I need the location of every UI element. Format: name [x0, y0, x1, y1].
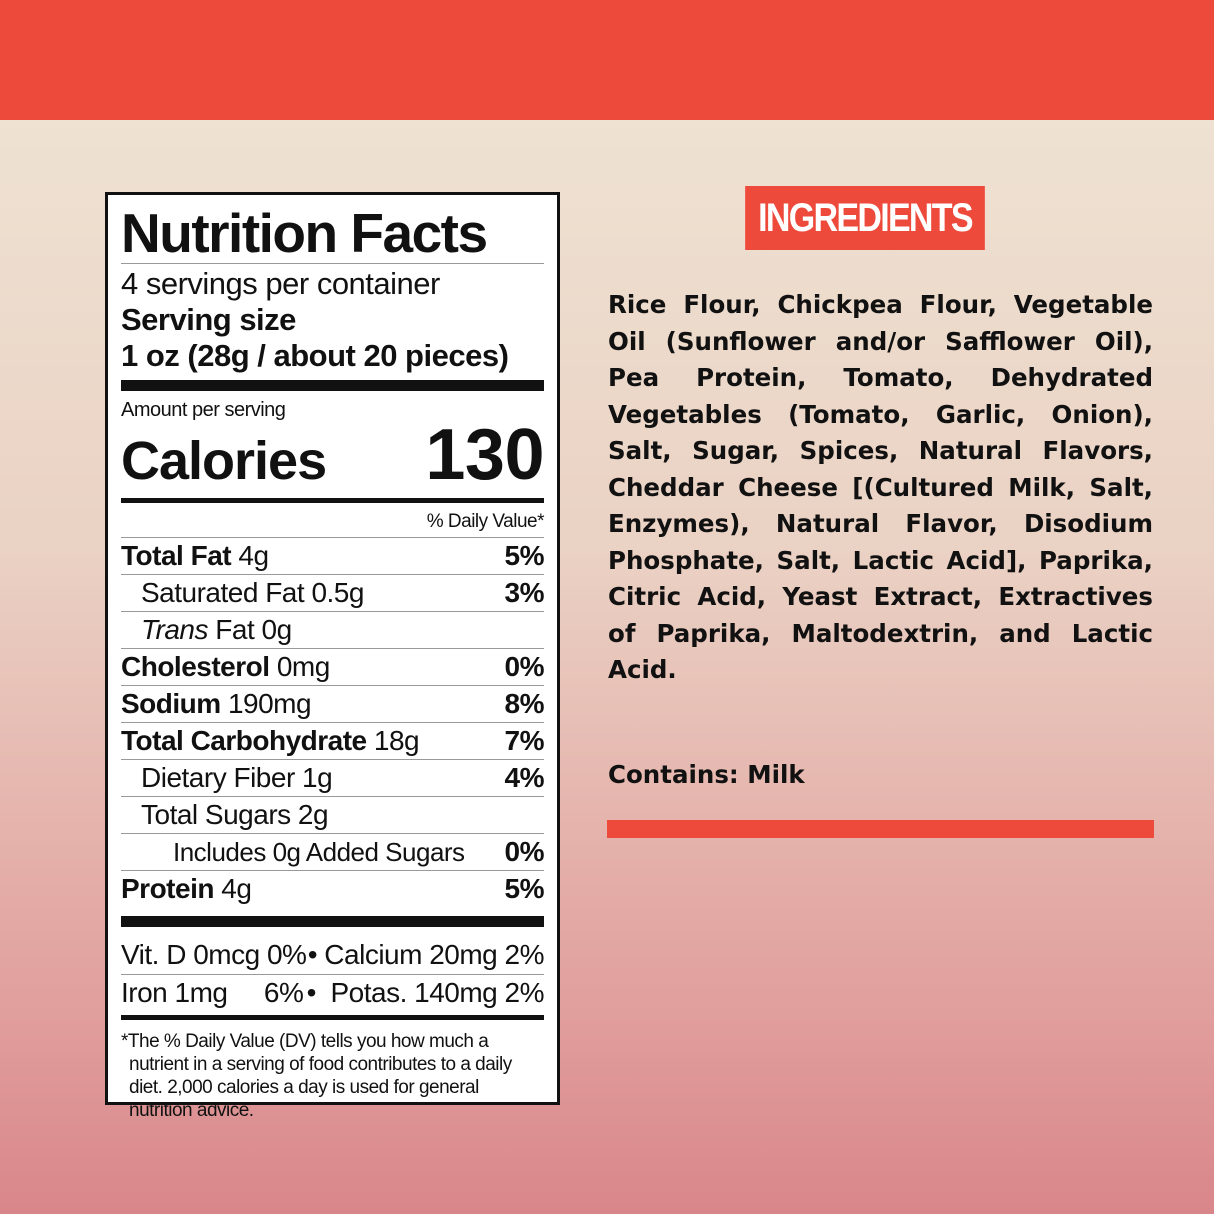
nutrient-row: Trans Fat 0g — [121, 612, 544, 649]
vitamin-row: Vit. D 0mcg 0% • Calcium 20mg 2% — [121, 937, 545, 975]
nutrient-row: Saturated Fat 0.5g 3% — [121, 575, 545, 612]
nutrient-dv: 5% — [504, 540, 545, 571]
header-band — [0, 0, 1214, 120]
nutrient-amount: 0g — [261, 614, 293, 645]
ingredients-text: Rice Flour, Chickpea Flour, Vegetable Oi… — [608, 290, 1153, 684]
servings-per-container: 4 servings per container — [121, 266, 440, 301]
nutrient-amount: 2g — [297, 799, 329, 830]
nutrient-amount: 1g — [302, 762, 333, 793]
vitamin-row: Iron 1mg 6% • Potas. 140mg 2% — [121, 975, 545, 1013]
calories-row: Calories 130 — [121, 415, 544, 503]
nutrient-dv: 4% — [504, 762, 545, 793]
vitamin-right: • Calcium 20mg 2% — [307, 939, 545, 970]
nutrient-name: Saturated Fat — [141, 577, 305, 608]
divider — [121, 1015, 544, 1020]
vitamin-left: Iron 1mg 6% — [121, 977, 304, 1008]
nutrient-amount: 190mg — [227, 688, 312, 719]
nutrient-name: Total Carbohydrate — [121, 725, 367, 756]
divider-bar — [607, 820, 1154, 838]
serving-size: 1 oz (28g / about 20 pieces) — [121, 338, 509, 373]
amount-per-serving: Amount per serving — [121, 399, 286, 421]
nutrient-name: Protein — [121, 873, 214, 904]
nutrient-dv: 5% — [504, 873, 545, 904]
vitamin-right: • Potas. 140mg 2% — [306, 977, 545, 1008]
divider — [121, 380, 544, 391]
daily-value-header: % Daily Value* — [121, 503, 545, 538]
nutrient-amount: 18g — [373, 725, 420, 756]
nutrient-amount: 4g — [221, 873, 252, 904]
nutrition-facts-label: Nutrition Facts 4 servings per container… — [105, 192, 560, 1121]
nutrient-name: Total Fat — [121, 540, 232, 571]
nutrient-dv: 3% — [504, 577, 545, 608]
nutrient-row: Total Fat 4g 5% — [121, 538, 545, 575]
nutrient-dv: 7% — [504, 725, 545, 756]
ingredients-heading: INGREDIENTS — [745, 186, 985, 250]
nutrient-amount: 0.5g — [311, 577, 364, 608]
nutrient-name: Sodium — [121, 688, 221, 719]
nutrient-name: Total Sugars — [141, 799, 291, 830]
serving-size-label: Serving size — [121, 302, 296, 337]
calories-label: Calories — [121, 431, 327, 491]
nutrient-name: Includes 0g Added Sugars — [173, 837, 465, 867]
nutrient-row: Protein 4g 5% — [121, 871, 545, 908]
nutrient-name: Cholesterol — [121, 651, 270, 682]
nutrient-row: Total Carbohydrate 18g 7% — [121, 723, 545, 760]
nutrient-dv: 0% — [504, 651, 545, 682]
footnote: *The % Daily Value (DV) tells you how mu… — [121, 1031, 512, 1121]
nutrient-amount: 4g — [238, 540, 269, 571]
calories-value: 130 — [425, 415, 544, 495]
divider — [121, 916, 544, 927]
nutrient-dv: 0% — [504, 836, 545, 867]
nutrient-row: Cholesterol 0mg 0% — [121, 649, 545, 686]
vitamin-left: Vit. D 0mcg 0% — [121, 939, 307, 970]
nutrient-row: Dietary Fiber 1g 4% — [121, 760, 545, 797]
nutrient-row: Includes 0g Added Sugars 0% — [121, 834, 545, 871]
nutrient-row: Total Sugars 2g — [121, 797, 544, 834]
nutrient-row: Sodium 190mg 8% — [121, 686, 545, 723]
nutrient-amount: 0mg — [276, 651, 330, 682]
allergen-statement: Contains: Milk — [608, 760, 805, 789]
nutrient-name-suffix: Fat — [215, 614, 255, 645]
nutrient-dv: 8% — [504, 688, 545, 719]
nutrition-title: Nutrition Facts — [121, 203, 544, 264]
nutrient-name: Dietary Fiber — [141, 762, 295, 793]
nutrient-name: Trans — [141, 614, 209, 645]
